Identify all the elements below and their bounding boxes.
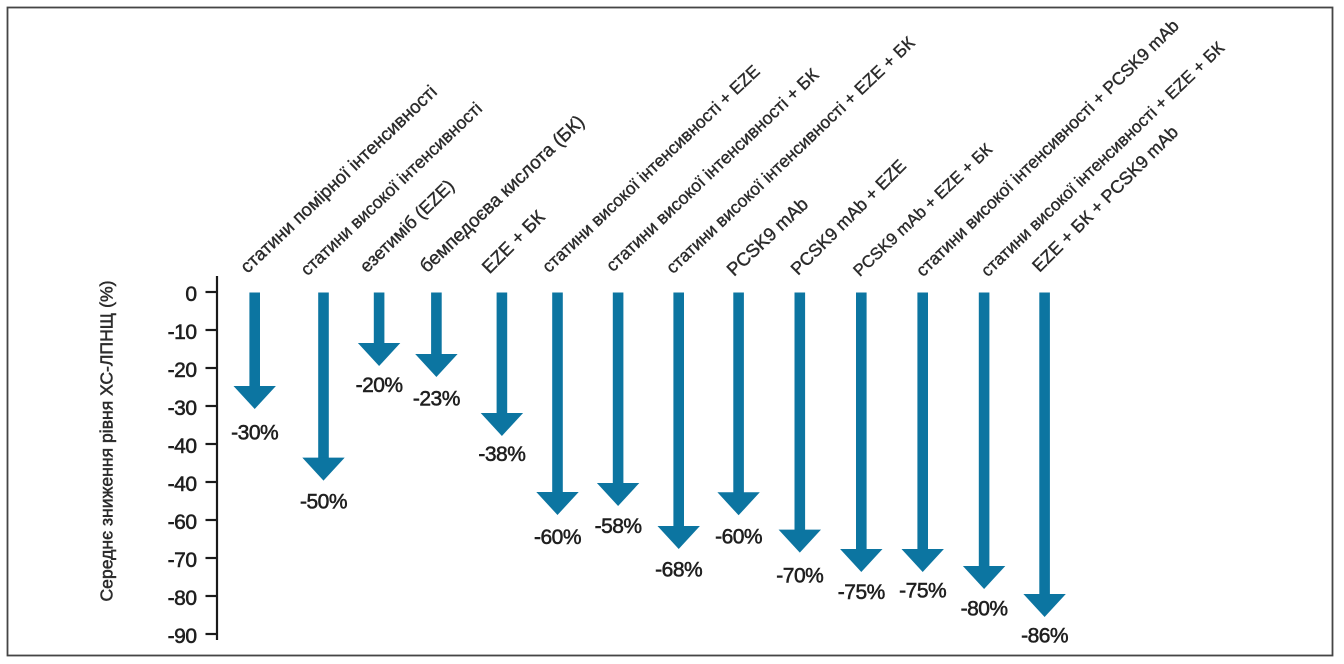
svg-text:-70%: -70%	[776, 565, 823, 588]
svg-text:-30%: -30%	[231, 422, 278, 445]
svg-text:-20%: -20%	[356, 374, 403, 397]
svg-text:-23%: -23%	[413, 388, 460, 411]
svg-text:-20: -20	[168, 359, 197, 382]
svg-text:-86%: -86%	[1021, 625, 1068, 648]
svg-text:-90: -90	[168, 625, 197, 648]
svg-text:-38%: -38%	[478, 443, 525, 466]
svg-text:-60%: -60%	[715, 525, 762, 548]
svg-text:-60%: -60%	[534, 526, 581, 549]
svg-text:-30: -30	[168, 397, 197, 420]
svg-text:Середнє зниження рівня ХС-ЛПНЩ: Середнє зниження рівня ХС-ЛПНЩ (%)	[97, 280, 117, 601]
svg-text:-10: -10	[168, 321, 197, 344]
svg-text:-60: -60	[168, 511, 197, 534]
svg-text:-40: -40	[168, 435, 197, 458]
svg-text:-40: -40	[168, 473, 197, 496]
svg-text:-80%: -80%	[961, 598, 1008, 621]
svg-text:-80: -80	[168, 587, 197, 610]
svg-text:0: 0	[185, 283, 196, 306]
svg-text:-70: -70	[168, 549, 197, 572]
svg-text:-50%: -50%	[300, 491, 347, 514]
svg-text:-58%: -58%	[595, 515, 642, 538]
svg-text:-68%: -68%	[655, 559, 702, 582]
svg-text:-75%: -75%	[899, 580, 946, 603]
svg-text:-75%: -75%	[838, 581, 885, 604]
